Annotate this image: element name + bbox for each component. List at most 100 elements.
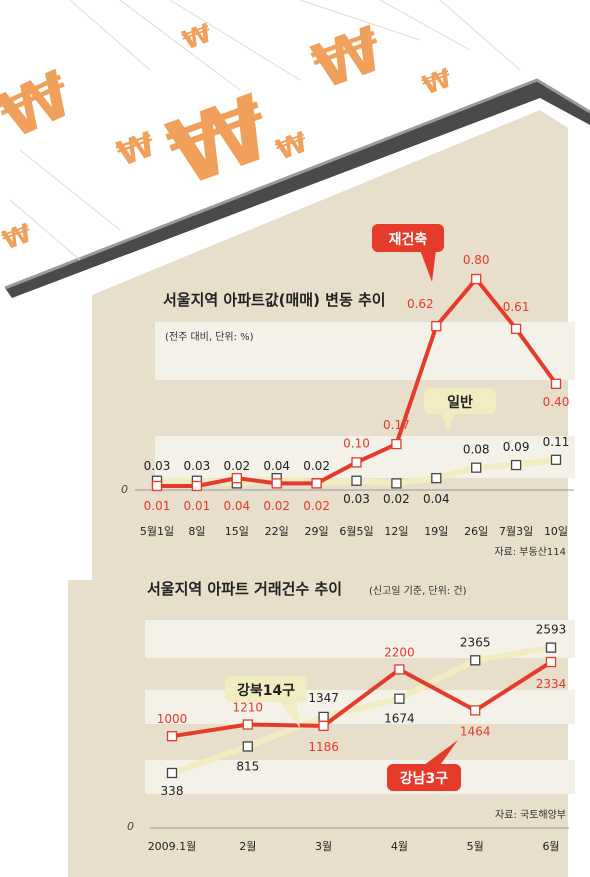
x-tick-label: 6월 [542,840,559,853]
price-change-chart: 5월1일 8일 15일 22일 29일 6월5일 12일 19일 26일 7월3일 10일 0.03 0… [121,224,574,558]
chart-2-subtitle: (신고일 기준, 단위: 건) [369,584,467,597]
data-label: 0.01 [184,499,211,513]
chart-2-title: 서울지역 아파트 거래건수 추이 [147,580,342,598]
series-line-강남3구 [171,660,553,739]
house-wall [92,110,568,877]
data-label: 338 [161,784,184,798]
data-point-marker [242,741,253,752]
x-tick-label: 29일 [305,524,329,538]
data-label: 0.02 [303,459,330,473]
won-coin-icon: ₩ [0,218,36,256]
x-tick-label: 2009.1월 [148,840,197,853]
chart-2-zero-label: 0 [127,820,134,833]
data-label: 2334 [536,677,567,691]
data-point-marker [394,664,405,675]
data-point-marker [351,475,362,486]
legend-badge-gangbuk [225,676,307,702]
data-label: 0.02 [263,499,290,513]
data-label: 0.02 [223,459,250,473]
data-point-marker [431,472,442,484]
data-point-marker [510,459,522,471]
data-point-marker [391,438,402,450]
data-point-marker [151,480,163,492]
data-label: 2593 [536,623,567,637]
speed-streak [439,0,521,71]
chart-2-source: 자료: 국토해양부 [495,808,566,821]
legend-label-gangnam: 강남3구 [400,770,449,787]
data-label: 0.03 [343,492,370,506]
data-label: 0.01 [144,499,171,513]
series-line-강북14구 [171,644,552,776]
data-label: 0.03 [184,459,211,473]
data-label: 0.62 [407,297,434,311]
data-label: 1210 [233,701,264,715]
data-point-marker [394,693,405,704]
data-point-marker [191,480,203,492]
x-tick-label: 7월3일 [499,524,533,538]
data-label: 1000 [157,712,188,726]
legend-badge-general [424,388,496,414]
data-label: 0.02 [383,492,410,506]
speed-streak [9,199,81,261]
speed-streak [69,0,151,71]
data-label: 0.17 [383,418,410,432]
data-label: 0.04 [263,459,290,473]
data-point-marker [471,462,482,473]
legend-badge-gangnam [387,764,461,791]
data-label: 0.03 [144,459,171,473]
data-label: 1674 [384,712,415,726]
data-label: 1186 [308,740,339,754]
data-label: 0.04 [423,492,450,506]
data-label: 0.80 [463,253,490,267]
data-point-marker [545,656,557,668]
x-tick-label: 2월 [239,840,256,853]
chart-1-source: 자료: 부동산114 [494,546,566,558]
data-point-marker [351,457,362,468]
data-point-marker [550,378,562,389]
data-label: 0.08 [463,443,490,457]
data-label: 1347 [308,691,339,705]
x-tick-label: 8일 [188,524,205,538]
won-coin-icon: ₩ [419,63,457,101]
legend-pointer [420,740,458,768]
background-band [155,322,575,380]
x-tick-label: 5월1일 [140,524,174,538]
data-point-marker [470,655,481,666]
data-label: 1464 [460,724,491,738]
background-band [145,760,575,794]
data-label: 0.09 [503,440,530,454]
data-label: 0.40 [543,395,570,409]
data-label: 2200 [384,645,415,659]
legend-badge-rebuild [372,224,444,252]
speed-streak [169,0,301,81]
data-point-marker [166,731,178,742]
x-tick-label: 10일 [544,524,568,538]
data-point-marker [471,273,482,285]
legend-pointer [278,700,300,728]
speed-streak [119,0,241,91]
x-tick-label: 22일 [265,524,289,538]
legend-label-rebuild: 재건축 [389,231,428,248]
speed-streak [299,0,421,41]
won-coin-icon: ₩ [0,58,84,155]
data-point-marker [550,454,562,465]
x-tick-label: 12일 [384,524,408,538]
data-label: 0.04 [223,499,250,513]
data-label: 0.61 [503,300,530,314]
data-point-marker [242,719,253,730]
x-tick-label: 6월5일 [339,524,373,538]
chart-1-subtitle: (전주 대비, 단위: %) [165,330,254,343]
legend-pointer [420,250,436,282]
data-label: 815 [236,759,259,773]
speed-streak [379,0,471,51]
x-tick-label: 19일 [424,524,448,538]
won-coin-icon: ₩ [303,12,392,104]
legend-pointer [440,410,456,432]
chart-1-title: 서울지역 아파트값(매매) 변동 추이 [163,291,386,309]
won-coin-icon: ₩ [112,124,161,174]
chart-1-zero-label: 0 [121,483,128,496]
x-tick-label: 15일 [225,524,249,538]
data-point-marker [311,478,322,489]
